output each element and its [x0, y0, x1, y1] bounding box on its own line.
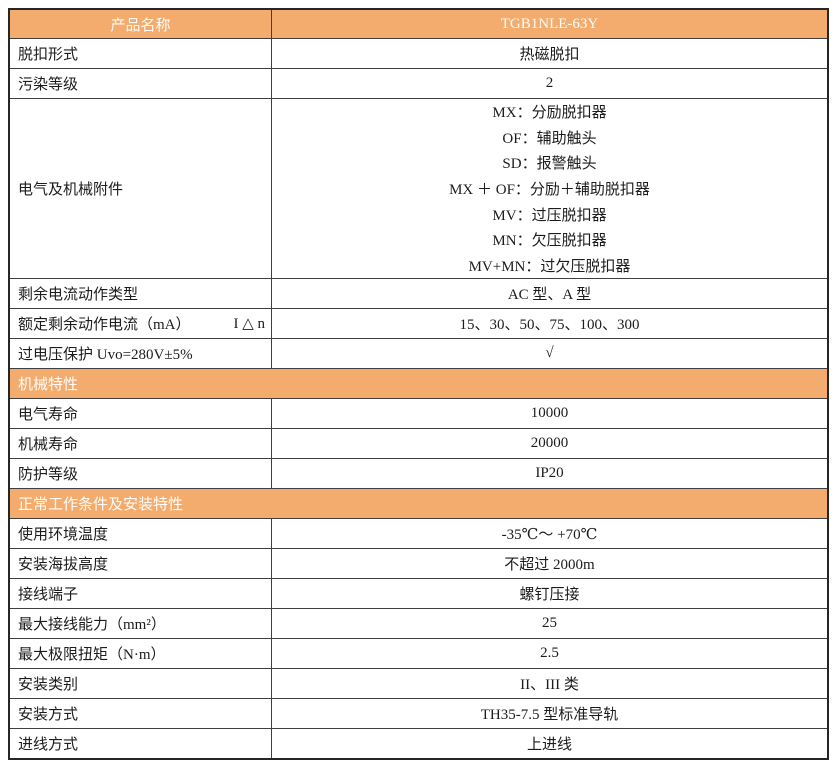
row-label: 安装类别 [18, 677, 79, 693]
row-label-cell: 接线端子 [10, 579, 272, 608]
row-label: 剩余电流动作类型 [18, 287, 139, 303]
row-value-line: MV+MN：过欠压脱扣器 [468, 258, 631, 275]
row-value-line: OF：辅助触头 [502, 130, 597, 147]
table-row: 最大极限扭矩（N·m） 2.5 [10, 638, 827, 668]
row-value: 上进线 [526, 737, 572, 753]
row-label: 接线端子 [18, 587, 79, 603]
table-row: 额定剩余动作电流（mA） I △ n 15、30、50、75、100、300 [10, 308, 827, 338]
row-label-cell: 电气及机械附件 [10, 99, 272, 278]
row-label: 使用环境温度 [18, 527, 109, 543]
table-row: 最大接线能力（mm²） 25 [10, 608, 827, 638]
row-label-cell: 剩余电流动作类型 [10, 279, 272, 308]
row-label-cell: 安装方式 [10, 699, 272, 728]
row-label-cell: 最大接线能力（mm²） [10, 609, 272, 638]
row-value-line: MV：过压脱扣器 [492, 207, 607, 224]
row-label-cell: 安装海拔高度 [10, 549, 272, 578]
row-label: 安装海拔高度 [18, 557, 109, 573]
row-value: √ [545, 345, 554, 361]
row-value-line: MN：欠压脱扣器 [492, 233, 607, 250]
table-row: 进线方式 上进线 [10, 728, 827, 758]
table-row: 安装海拔高度 不超过 2000m [10, 548, 827, 578]
row-label-cell: 机械寿命 [10, 429, 272, 458]
table-row: 安装类别 II、III 类 [10, 668, 827, 698]
row-label: 电气寿命 [18, 407, 79, 423]
row-label: 脱扣形式 [18, 47, 79, 63]
table-row: 电气及机械附件 MX：分励脱扣器 OF：辅助触头 SD：报警触头 MX ＋ OF：分励＋… [10, 98, 827, 278]
table-row: 安装方式 TH35-7.5 型标准导轨 [10, 698, 827, 728]
row-value: 15、30、50、75、100、300 [459, 317, 640, 333]
row-label: 安装方式 [18, 707, 79, 723]
row-value: AC 型、A 型 [507, 287, 592, 303]
section-header-row: 机械特性 [10, 368, 827, 398]
table-row: 机械寿命 20000 [10, 428, 827, 458]
row-value: 不超过 2000m [504, 557, 595, 573]
row-label-cell: 脱扣形式 [10, 39, 272, 68]
table-row: 使用环境温度 -35℃～ +70℃ [10, 518, 827, 548]
row-label: 污染等级 [18, 77, 79, 93]
row-label-cell: 防护等级 [10, 459, 272, 488]
table-row: 防护等级 IP20 [10, 458, 827, 488]
table-row: 接线端子 螺钉压接 [10, 578, 827, 608]
row-value: II、III 类 [520, 677, 579, 693]
table-row: 电气寿命 10000 [10, 398, 827, 428]
row-label: 过电压保护 Uvo=280V±5% [18, 347, 193, 363]
row-value: TH35-7.5 型标准导轨 [480, 707, 619, 723]
row-value: IP20 [535, 465, 564, 481]
table-row: 过电压保护 Uvo=280V±5% √ [10, 338, 827, 368]
section-header-row: 正常工作条件及安装特性 [10, 488, 827, 518]
row-label-cell: 使用环境温度 [10, 519, 272, 548]
row-label: 防护等级 [18, 467, 79, 483]
row-label: 机械寿命 [18, 437, 79, 453]
row-value-line: SD：报警触头 [502, 156, 597, 173]
table-row: 污染等级 2 [10, 68, 827, 98]
row-value: 2 [545, 75, 554, 91]
section-title: 正常工作条件及安装特性 [18, 497, 184, 513]
row-value: 2.5 [540, 645, 559, 661]
row-label: 最大极限扭矩（N·m） [18, 647, 166, 663]
row-value-line: MX：分励脱扣器 [492, 105, 607, 122]
row-value: 热磁脱扣 [519, 47, 580, 63]
row-label-cell: 最大极限扭矩（N·m） [10, 639, 272, 668]
row-label-cell: 进线方式 [10, 729, 272, 758]
row-value-cell: MX：分励脱扣器 OF：辅助触头 SD：报警触头 MX ＋ OF：分励＋辅助脱扣器 MV… [272, 99, 827, 278]
table-row: 剩余电流动作类型 AC 型、A 型 [10, 278, 827, 308]
section-title: 机械特性 [18, 377, 79, 393]
row-value: 螺钉压接 [519, 587, 580, 603]
row-label-cell: 额定剩余动作电流（mA） I △ n [10, 309, 272, 338]
row-label-cell: 安装类别 [10, 669, 272, 698]
row-value: 25 [542, 615, 557, 631]
row-value: 10000 [530, 405, 569, 421]
header-product-name-label: 产品名称 [10, 10, 272, 38]
table-row: 脱扣形式 热磁脱扣 [10, 38, 827, 68]
row-label: 进线方式 [18, 737, 79, 753]
row-label: 电气及机械附件 [18, 182, 124, 198]
row-label-cell: 污染等级 [10, 69, 272, 98]
row-value: -35℃～ +70℃ [501, 527, 598, 543]
table-header-row: 产品名称 TGB1NLE-63Y [10, 10, 827, 38]
row-value: 20000 [530, 435, 569, 451]
row-label: 最大接线能力（mm²） [18, 617, 166, 633]
spec-table: 产品名称 TGB1NLE-63Y 脱扣形式 热磁脱扣污染等级 2 电气及机械附件 MX：分励… [8, 8, 829, 760]
row-label: 额定剩余动作电流（mA） [18, 317, 191, 333]
row-label-cell: 电气寿命 [10, 399, 272, 428]
row-label-suffix: I △ n [233, 316, 265, 332]
header-product-model: TGB1NLE-63Y [500, 15, 599, 32]
row-value-line: MX ＋ OF：分励＋辅助脱扣器 [449, 182, 650, 198]
row-label-cell: 过电压保护 Uvo=280V±5% [10, 339, 272, 368]
